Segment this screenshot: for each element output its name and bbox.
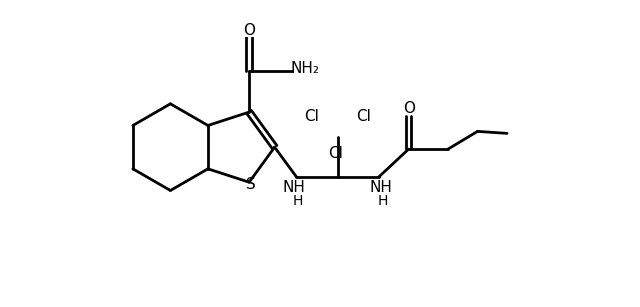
Text: O: O (403, 101, 415, 116)
Text: Cl: Cl (356, 109, 371, 124)
Text: Cl: Cl (328, 146, 343, 161)
Text: NH: NH (283, 180, 306, 195)
Text: H: H (293, 194, 303, 208)
Text: O: O (243, 23, 255, 38)
Text: S: S (246, 177, 256, 192)
Text: H: H (378, 194, 388, 208)
Text: NH₂: NH₂ (291, 61, 319, 76)
Text: NH: NH (369, 180, 392, 195)
Text: Cl: Cl (305, 109, 319, 124)
